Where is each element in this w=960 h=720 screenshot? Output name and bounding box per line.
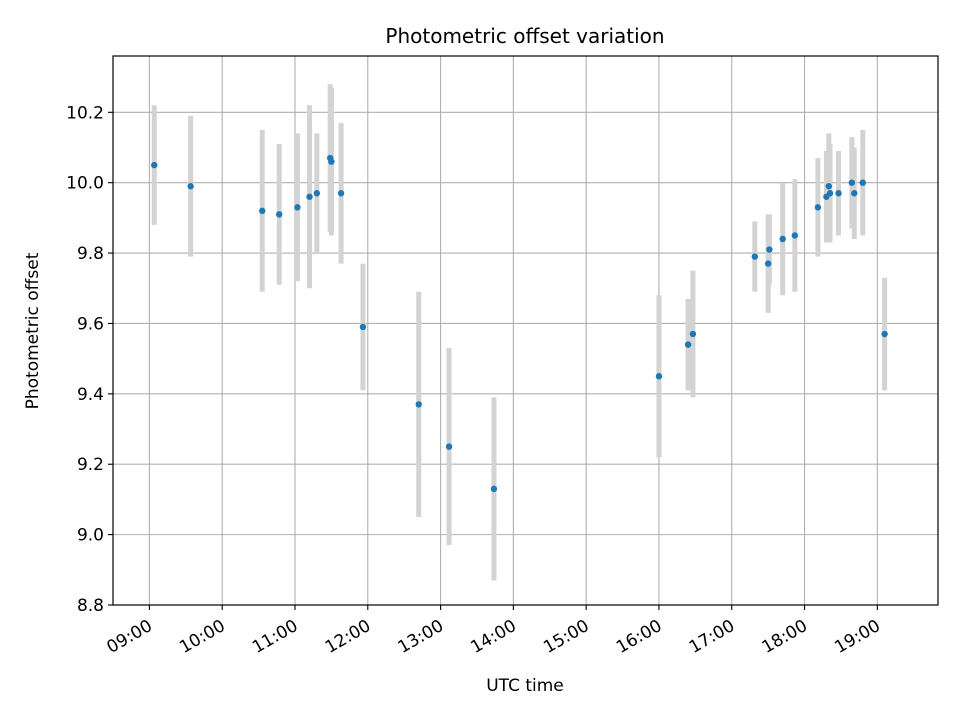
data-point (151, 161, 158, 169)
data-point (766, 246, 773, 253)
data-point (328, 158, 335, 165)
y-axis: 8.8 9.0 9.2 9.4 9.6 9.8 10.0 10.2 (66, 103, 113, 616)
data-point (187, 183, 194, 190)
y-tick-label: 10.0 (66, 174, 104, 194)
data-point (684, 341, 692, 348)
y-tick-label: 9.4 (77, 385, 104, 405)
y-tick-label: 9.2 (77, 455, 104, 475)
x-axis-title: UTC time (486, 676, 564, 696)
data-point (415, 401, 422, 408)
data-point (259, 207, 266, 215)
data-point (445, 443, 453, 450)
data-point (826, 190, 834, 197)
data-point (490, 485, 498, 493)
data-point (359, 323, 367, 331)
data-point (764, 260, 772, 267)
y-tick-label: 9.6 (77, 314, 104, 334)
data-point (825, 183, 833, 190)
data-point (851, 190, 858, 197)
data-point (859, 179, 866, 186)
plot-frame (112, 55, 939, 606)
data-point (779, 235, 786, 243)
data-point (835, 190, 842, 197)
y-tick-label: 10.2 (66, 103, 104, 123)
chart-title: Photometric offset variation (385, 24, 664, 48)
point-layer (151, 154, 888, 493)
y-tick-label: 9.0 (77, 526, 104, 546)
data-point (655, 373, 663, 380)
data-point (848, 179, 856, 186)
data-point (689, 330, 697, 338)
data-point (306, 193, 313, 200)
data-point (751, 253, 759, 260)
data-point (881, 330, 888, 338)
data-point (294, 204, 301, 211)
data-point (276, 211, 283, 218)
data-point (337, 190, 345, 197)
data-point (313, 190, 321, 197)
data-point (791, 232, 799, 239)
y-tick-label: 8.8 (77, 596, 104, 616)
y-axis-title: Photometric offset (23, 252, 43, 409)
data-point (814, 204, 822, 211)
y-tick-label: 9.8 (77, 244, 104, 264)
